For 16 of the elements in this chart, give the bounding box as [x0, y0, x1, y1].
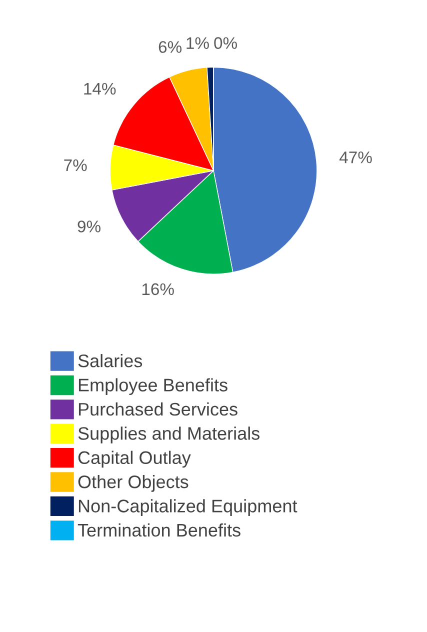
text: 0% — [214, 37, 237, 49]
data-label: 16% — [142, 283, 174, 296]
data-label: 1% — [186, 37, 209, 49]
legend-label: Non-Capitalized Equipment — [78, 499, 298, 516]
legend-label: Employee Benefits — [78, 378, 228, 396]
data-label: 6% — [158, 41, 182, 53]
legend-label: Capital Outlay — [78, 450, 191, 468]
legend-label: Supplies and Materials — [78, 426, 260, 444]
legend-label: Purchased Services — [78, 402, 238, 416]
data-label: 47% — [339, 152, 372, 164]
data-label: 7% — [64, 159, 87, 172]
legend-label: Termination Benefits — [78, 523, 240, 537]
legend-label: Other Objects — [78, 474, 188, 492]
legend-label: Salaries — [78, 354, 142, 368]
data-label: 14% — [84, 82, 116, 95]
data-label: 9% — [78, 220, 100, 232]
